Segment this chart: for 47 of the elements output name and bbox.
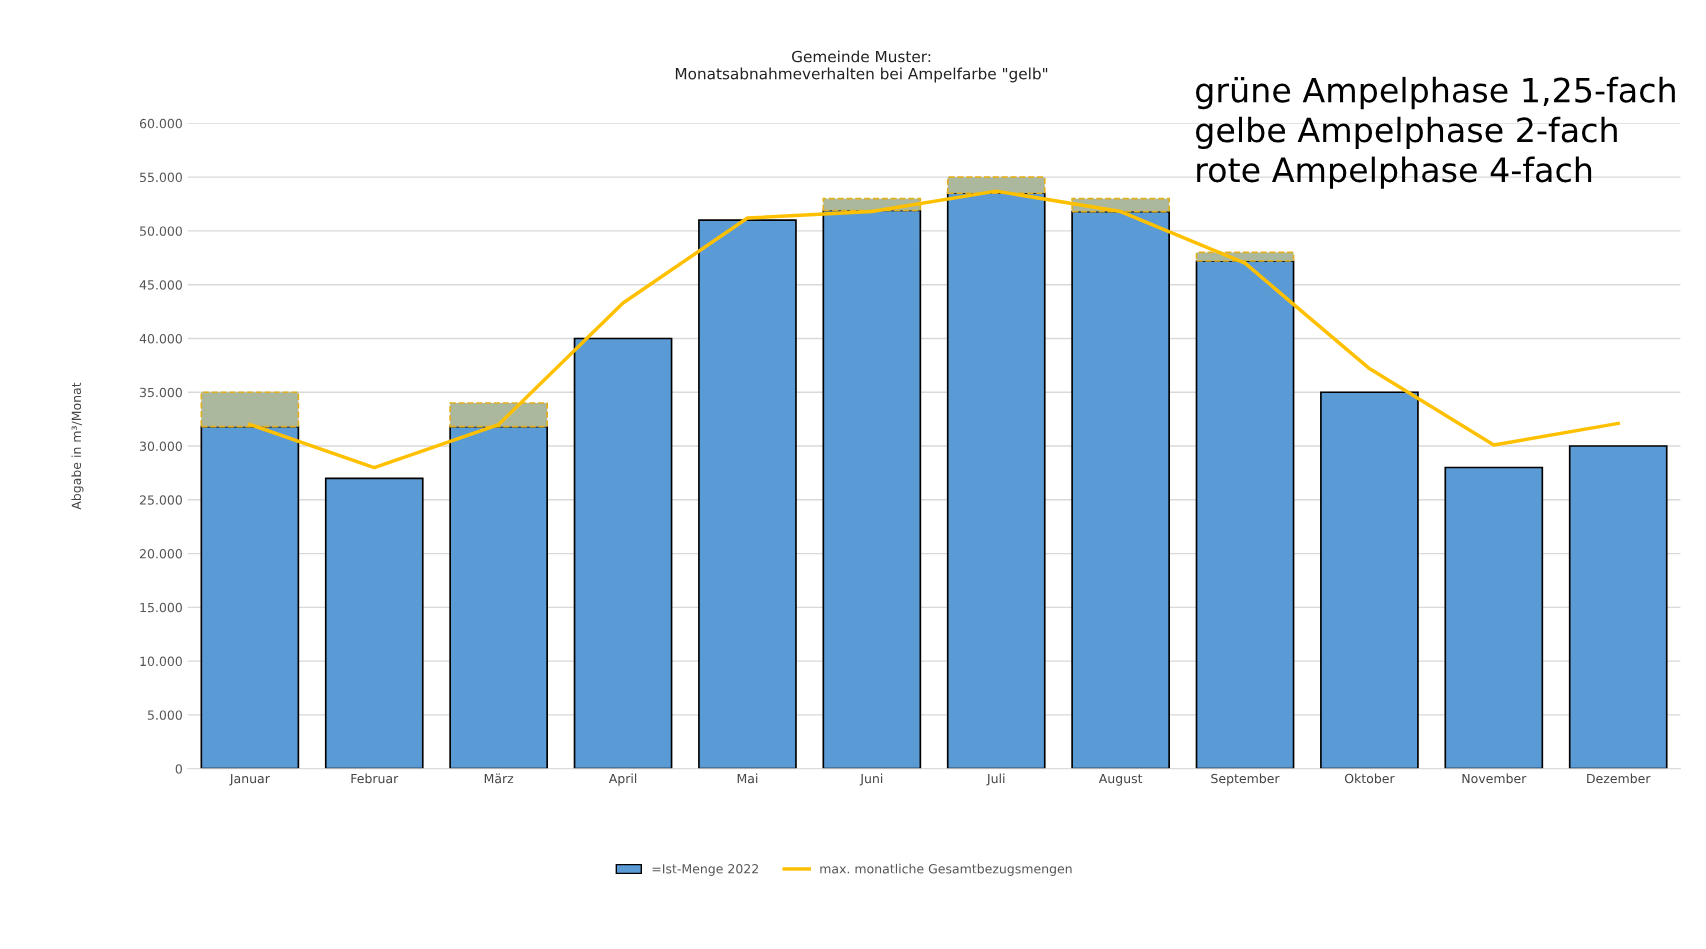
bar: [573, 337, 673, 769]
y-tick-label: 25.000: [139, 495, 182, 505]
bar: [324, 477, 424, 769]
bar: [1568, 445, 1668, 769]
x-tick-label: Februar: [351, 773, 399, 784]
x-tick-label: November: [1462, 773, 1527, 784]
bar: [698, 219, 797, 769]
y-tick-label: 0: [175, 764, 182, 774]
y-axis-title: Abgabe in m³/Monat: [71, 382, 84, 510]
x-tick-label: August: [1098, 773, 1143, 786]
y-tick-label: 20.000: [139, 549, 182, 559]
bar: [946, 192, 1046, 769]
y-tick-label: 40.000: [139, 333, 182, 344]
annotation: grüne Ampelphase 1,25-fach gelbe Ampelphase 2-fach rote Ampelphase 4-fach: [1196, 76, 1675, 189]
chart-title: Gemeinde Muster: Monatsabnahmeverhalten bei Ampelfarbe "gelb": [675, 50, 1048, 83]
bar: [1195, 260, 1295, 769]
bar: [200, 391, 300, 428]
bar: [1195, 251, 1295, 262]
y-tick-label: 15.000: [140, 602, 182, 613]
bar: [200, 425, 300, 769]
line-series: [248, 189, 1620, 470]
y-tick-label: 60.000: [139, 118, 182, 129]
x-tick-label: Oktober: [1344, 773, 1395, 784]
y-tick-label: 5.000: [147, 710, 182, 720]
y-tick-label: 10.000: [140, 656, 182, 667]
y-tick-label: 45.000: [139, 280, 182, 290]
bar: [822, 209, 922, 769]
x-tick-label: Mai: [737, 773, 758, 784]
x-tick-label: März: [484, 773, 514, 784]
bar: [449, 425, 548, 769]
bar: [1320, 391, 1419, 769]
x-tick-label: Juli: [986, 773, 1005, 786]
y-tick-label: 50.000: [140, 226, 182, 236]
bar: [449, 402, 548, 428]
legend-label: max. monatliche Gesamtbezugsmengen: [820, 863, 1072, 876]
x-tick-label: September: [1211, 773, 1280, 786]
y-tick-label: 55.000: [140, 172, 182, 183]
y-tick-label: 35.000: [140, 387, 182, 398]
legend-label: =Ist-Menge 2022: [652, 864, 758, 876]
bar: [1071, 210, 1170, 769]
bar: [1444, 466, 1544, 769]
bar: [946, 176, 1046, 195]
x-tick-label: Juni: [859, 773, 883, 786]
x-tick-label: April: [608, 773, 637, 786]
y-tick-label: 30.000: [140, 441, 182, 451]
x-tick-label: Januar: [229, 773, 270, 786]
x-tick-label: Dezember: [1587, 773, 1651, 784]
